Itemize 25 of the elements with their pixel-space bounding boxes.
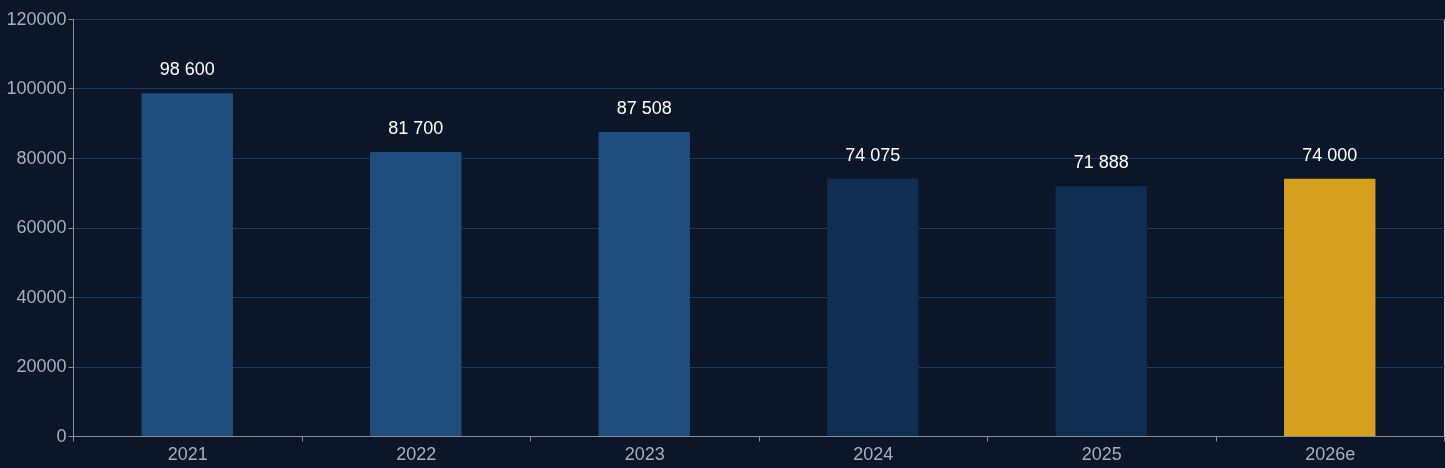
bar: [598, 131, 690, 436]
bar: [370, 152, 462, 436]
data-label: 81 700: [388, 118, 444, 139]
data-label: 74 075: [845, 144, 901, 165]
y-tick-label: 20000: [16, 356, 67, 376]
bar: [1284, 178, 1376, 436]
data-label: 98 600: [159, 59, 215, 80]
x-tick-label: 2022: [396, 443, 437, 464]
y-tick-label: 100000: [6, 78, 67, 98]
bar: [827, 178, 919, 436]
bar: [1055, 186, 1147, 436]
data-label: 74 000: [1302, 144, 1358, 165]
x-tick-label: 2021: [167, 443, 208, 464]
y-tick-label: 120000: [6, 8, 67, 29]
y-tick-label: 60000: [16, 217, 67, 237]
x-tick-label: 2025: [1081, 443, 1122, 464]
x-tick-label: 2024: [853, 443, 894, 464]
data-label: 71 888: [1073, 152, 1129, 173]
x-tick-label: 2023: [624, 443, 665, 464]
x-tick-label: 2026e: [1305, 443, 1356, 464]
bar: [141, 93, 233, 436]
y-tick-label: 0: [56, 425, 67, 446]
y-tick-label: 80000: [16, 147, 67, 168]
data-label: 87 508: [616, 97, 672, 118]
y-tick-label: 40000: [16, 286, 67, 307]
